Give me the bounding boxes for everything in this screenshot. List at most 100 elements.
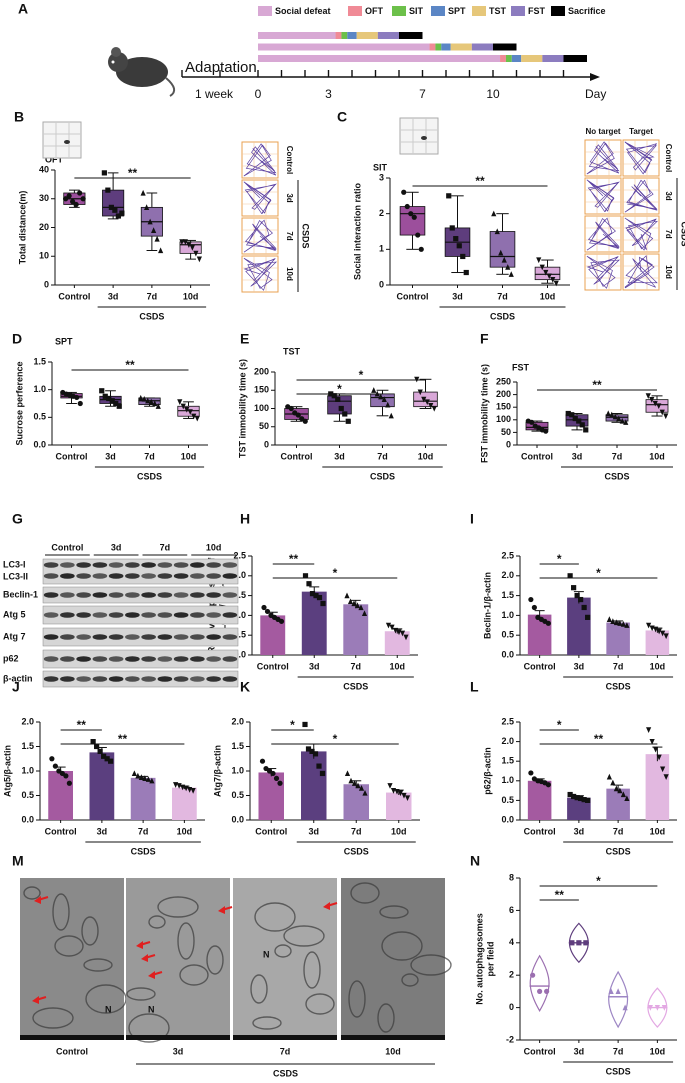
data-point	[138, 394, 144, 401]
data-point	[152, 400, 158, 407]
data-point	[394, 788, 400, 795]
data-point	[578, 596, 584, 603]
arena-grid	[242, 180, 278, 216]
arena-icon	[399, 117, 439, 155]
x-tick-label: 10d	[391, 826, 407, 836]
micrograph-texture	[250, 974, 268, 1004]
lane-group-label: 7d	[160, 542, 171, 552]
track-group-label: CSDS	[301, 223, 311, 248]
data-point	[578, 795, 584, 802]
x-tick-label: Control	[58, 291, 90, 301]
y-axis-label: Social interaction ratio	[352, 182, 362, 280]
y-tick-label: 0.0	[501, 649, 514, 659]
y-tick-label: 0.5	[231, 790, 244, 800]
y-tick-label: 0.5	[21, 790, 34, 800]
timeline-segment	[347, 32, 357, 39]
box	[327, 395, 352, 415]
arena-grid	[623, 140, 659, 176]
data-point	[101, 170, 107, 176]
y-tick-label: 0.0	[233, 649, 246, 659]
data-point	[66, 193, 72, 199]
nucleus-label: N	[263, 949, 270, 959]
data-point	[63, 773, 69, 779]
box	[534, 266, 561, 281]
legend-label: Social defeat	[275, 6, 331, 16]
blot-band	[173, 592, 189, 598]
blot-band	[43, 656, 59, 662]
data-point	[140, 189, 146, 196]
blot-band	[108, 562, 124, 568]
scale-bar	[233, 1035, 337, 1040]
panel-letter: C	[337, 109, 347, 125]
legend-label: Sacrifice	[568, 6, 606, 16]
data-point	[645, 393, 651, 399]
data-point	[180, 403, 186, 410]
data-point	[404, 795, 411, 802]
box	[399, 206, 426, 236]
data-point	[99, 388, 105, 394]
data-point	[342, 411, 348, 417]
violin	[608, 970, 629, 1029]
track-trace	[243, 143, 277, 177]
x-tick-label: Control	[524, 826, 556, 836]
blot-row-label: Beclin-1	[3, 589, 38, 599]
data-point	[190, 788, 196, 794]
timeline-segment	[493, 43, 517, 51]
x-tick-label: 7d	[350, 661, 361, 671]
timeline-segment	[356, 32, 378, 39]
data-point	[148, 398, 154, 405]
group-label: CSDS	[343, 681, 368, 691]
blot-band	[206, 676, 221, 682]
timeline-segment	[511, 55, 522, 62]
data-point	[585, 797, 591, 803]
y-tick-label: 100	[496, 414, 511, 424]
micrograph-texture	[54, 935, 84, 957]
y-tick-label: 20	[39, 222, 49, 232]
data-point	[613, 785, 619, 792]
data-point	[49, 756, 55, 762]
panel-title: SIT	[373, 162, 388, 172]
y-tick-label: 1	[379, 244, 384, 254]
group-label: CSDS	[137, 471, 162, 481]
track-trace	[586, 179, 620, 213]
x-tick-label: Control	[255, 826, 287, 836]
data-point	[316, 594, 323, 601]
data-point	[653, 626, 659, 633]
data-point	[617, 787, 623, 794]
y-tick-label: 1.5	[501, 756, 514, 766]
y-tick-label: 50	[259, 421, 269, 431]
data-point	[581, 604, 587, 611]
blot-strip	[42, 586, 239, 604]
y-axis-label: TST immobility time (s)	[237, 359, 247, 458]
data-point	[615, 988, 621, 994]
data-point	[411, 214, 417, 220]
data-point	[335, 396, 341, 402]
panel-letter: F	[480, 331, 489, 347]
blot-band	[141, 676, 156, 682]
timeline-segment	[505, 55, 512, 62]
micrograph-texture	[303, 951, 321, 989]
axis-arrow	[590, 73, 600, 81]
data-point	[316, 763, 322, 769]
x-tick-label: 3d	[97, 826, 108, 836]
data-point	[581, 797, 587, 803]
x-tick-label: 10d	[418, 451, 434, 461]
data-point	[313, 593, 319, 599]
timeline-segment	[258, 32, 336, 39]
y-tick-label: 1.0	[231, 765, 244, 775]
adaptation-label: Adaptation	[185, 59, 257, 76]
data-point	[388, 412, 394, 419]
timeline-segment	[441, 43, 451, 51]
x-tick-label: 10d	[649, 451, 665, 461]
data-point	[446, 193, 452, 199]
timeline-segment	[335, 32, 342, 39]
timeline-segment	[258, 55, 501, 62]
y-tick-label: 100	[254, 403, 269, 413]
blot-band	[173, 676, 189, 682]
blot-band	[92, 612, 108, 618]
y-tick-label: 2	[509, 970, 514, 980]
data-point	[508, 271, 514, 277]
micrograph-texture	[379, 905, 409, 919]
y-axis-label: Atg7/β-actin	[212, 745, 222, 797]
x-axis-label: Day	[585, 87, 606, 101]
